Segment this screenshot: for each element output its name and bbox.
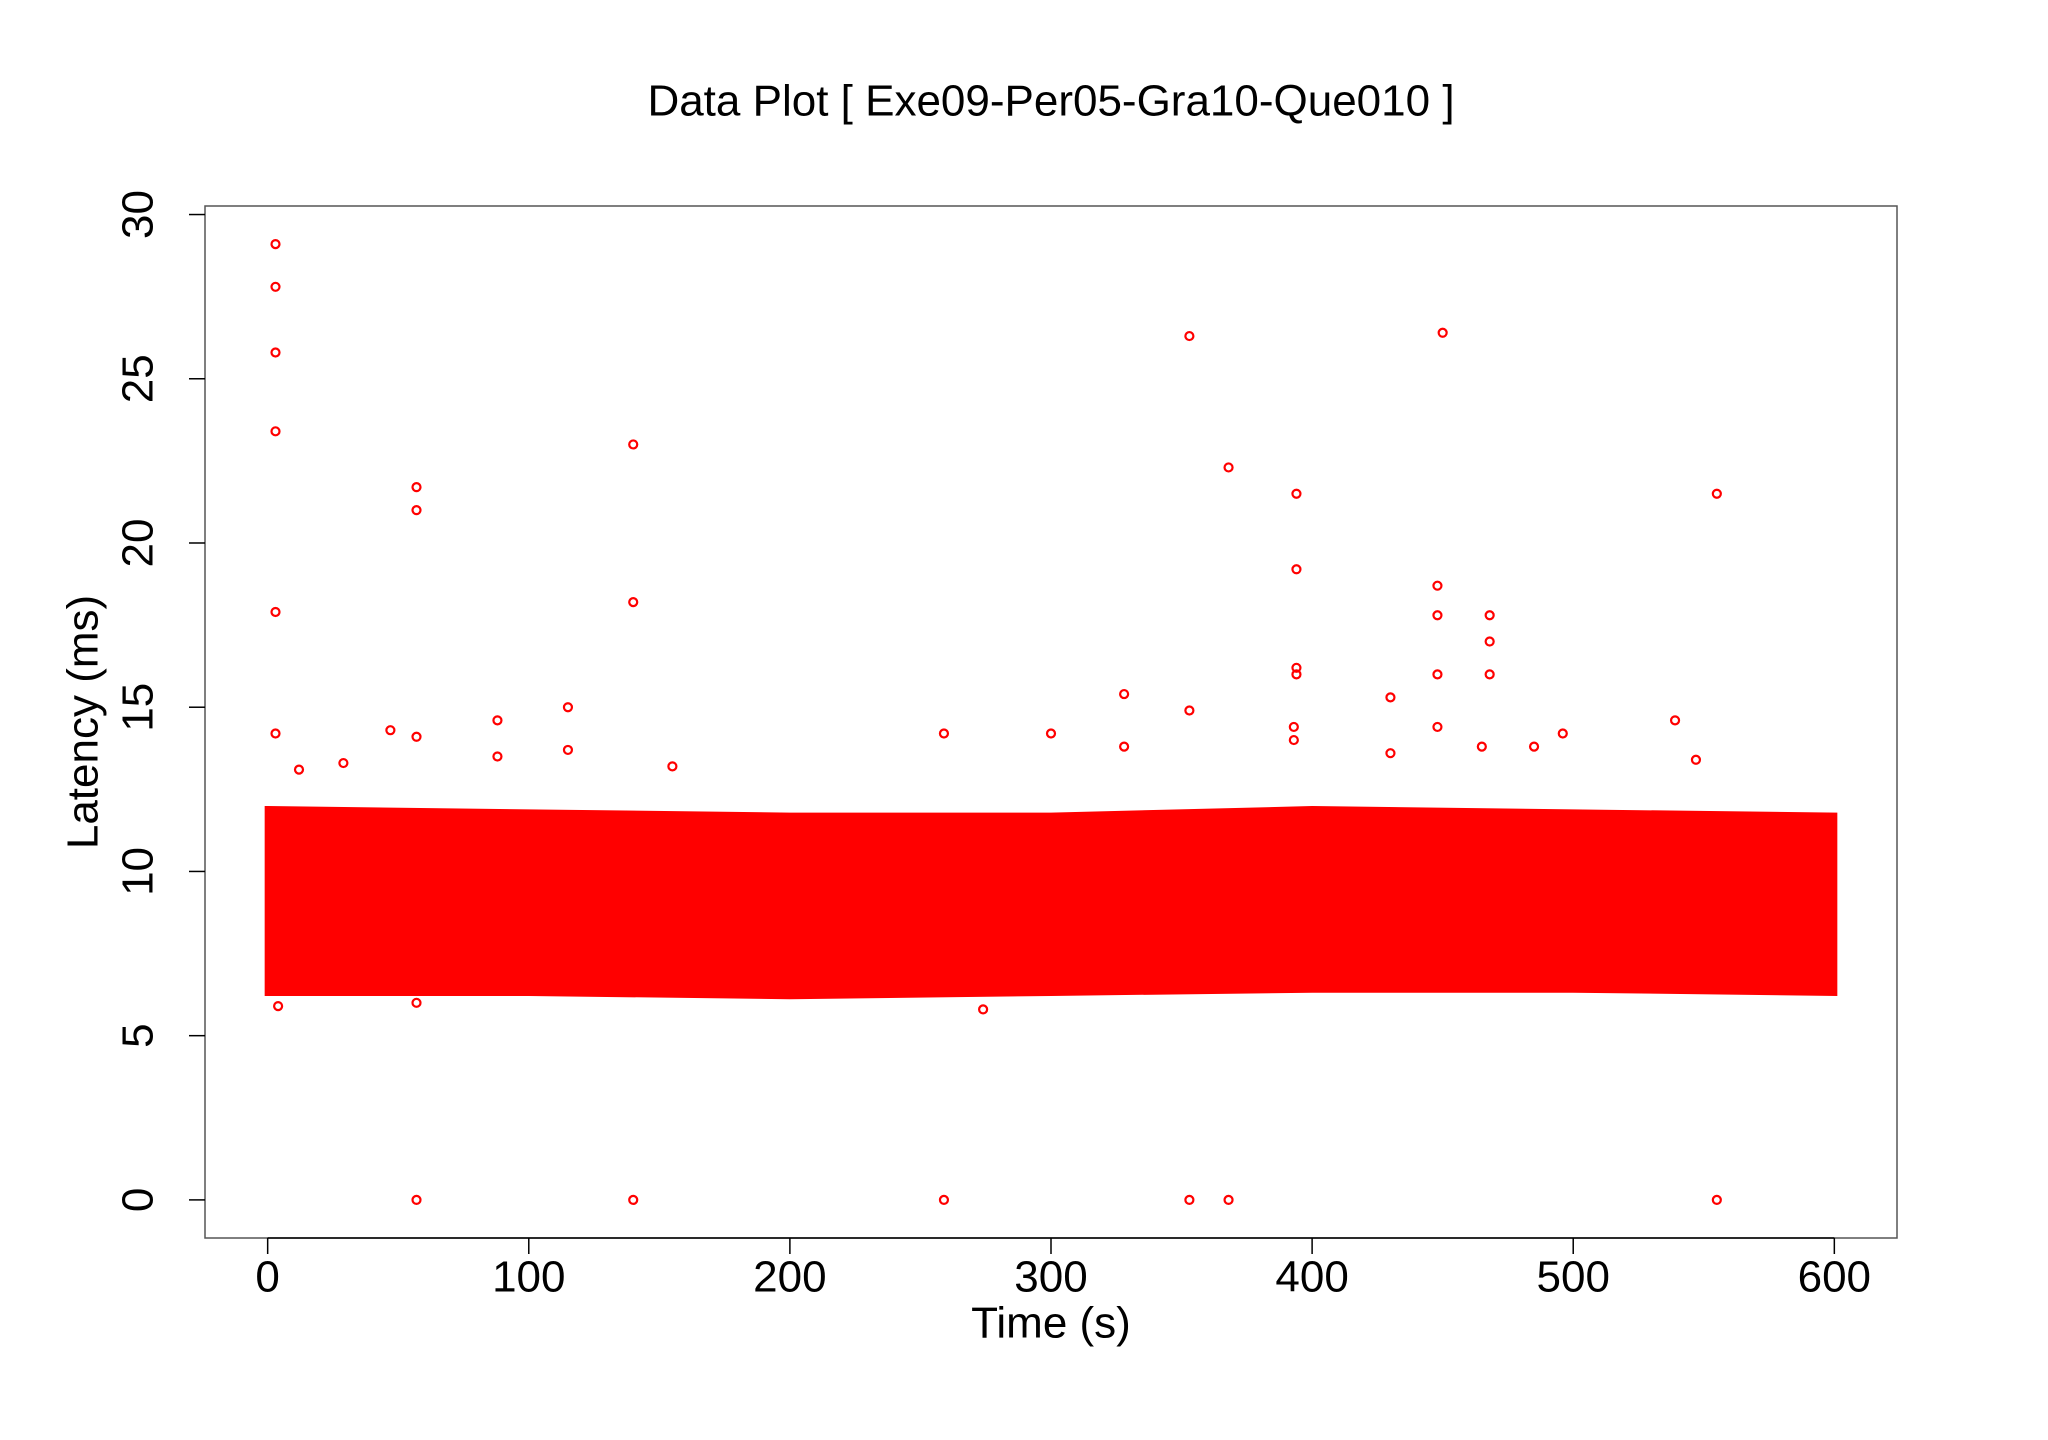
y-tick-label: 30 — [114, 190, 163, 239]
point — [1669, 715, 1681, 726]
point — [492, 751, 503, 762]
point — [270, 281, 281, 292]
point — [1484, 669, 1495, 680]
chart-title: Data Plot [ Exe09-Per05-Gra10-Que010 ] — [647, 77, 1454, 126]
point — [1690, 754, 1702, 765]
point — [293, 764, 305, 775]
point — [1557, 728, 1568, 739]
point — [270, 606, 281, 618]
y-tick-label: 0 — [114, 1188, 163, 1212]
point — [1119, 688, 1130, 700]
dense-band — [264, 806, 1838, 1000]
y-axis-label: Latency (ms) — [59, 595, 108, 849]
x-axis-label: Time (s) — [971, 1299, 1131, 1348]
y-tick-label: 25 — [114, 354, 163, 403]
point — [1291, 662, 1302, 673]
point — [1711, 488, 1722, 499]
point — [628, 597, 639, 608]
point — [411, 1194, 422, 1205]
point — [270, 239, 281, 250]
point — [562, 702, 574, 713]
point — [1184, 330, 1195, 342]
point — [628, 1194, 639, 1205]
x-tick-label: 0 — [255, 1253, 279, 1302]
point — [1432, 610, 1443, 621]
point — [270, 347, 281, 358]
point — [1385, 748, 1396, 759]
point — [411, 731, 422, 742]
point — [270, 728, 281, 739]
point — [270, 426, 281, 437]
point — [492, 715, 503, 726]
point — [1432, 669, 1443, 680]
point — [938, 1194, 950, 1205]
point — [273, 1001, 284, 1012]
x-tick-label: 300 — [1014, 1253, 1087, 1302]
point — [1223, 1194, 1234, 1205]
point — [1119, 741, 1130, 752]
point — [1291, 488, 1302, 499]
point — [562, 744, 574, 756]
point — [938, 728, 950, 739]
point — [1291, 564, 1302, 575]
point — [338, 757, 349, 769]
point — [1711, 1194, 1722, 1205]
y-tick-label: 5 — [114, 1023, 163, 1047]
point — [411, 505, 422, 516]
point — [1528, 741, 1540, 752]
point — [978, 1004, 989, 1015]
point — [1437, 327, 1448, 338]
point — [1184, 705, 1195, 716]
point — [411, 997, 422, 1008]
point — [1184, 1194, 1195, 1205]
x-tick-label: 100 — [492, 1253, 565, 1302]
plot-frame — [204, 205, 1898, 1239]
point — [1223, 462, 1234, 473]
point — [1045, 728, 1057, 739]
point — [1432, 721, 1443, 733]
point — [1484, 610, 1495, 621]
x-tick-label: 400 — [1275, 1253, 1348, 1302]
point — [1288, 734, 1299, 746]
point — [667, 761, 678, 772]
point — [385, 725, 396, 736]
x-tick-label: 200 — [753, 1253, 826, 1302]
point — [1484, 636, 1495, 647]
point — [1476, 741, 1487, 752]
y-tick-label: 20 — [114, 519, 163, 568]
point — [1288, 721, 1299, 733]
y-tick-label: 10 — [114, 847, 163, 896]
point — [1432, 580, 1443, 591]
point — [628, 439, 639, 450]
x-tick-label: 600 — [1798, 1253, 1871, 1302]
point — [1291, 669, 1302, 680]
x-tick-label: 500 — [1537, 1253, 1610, 1302]
point — [1385, 692, 1396, 703]
point — [411, 482, 422, 493]
y-tick-label: 15 — [114, 683, 163, 732]
